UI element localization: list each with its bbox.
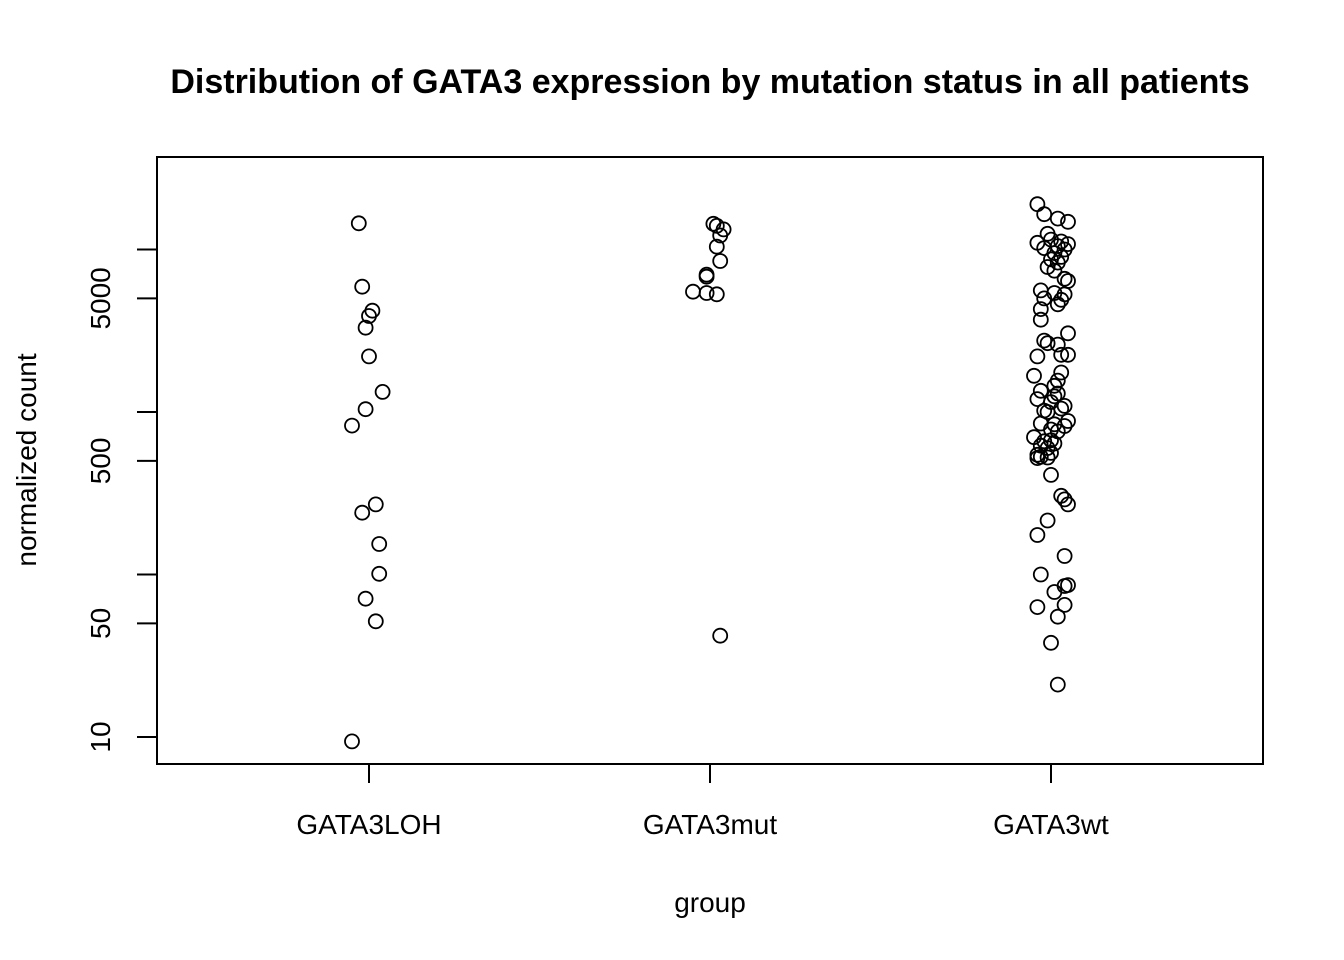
point-GATA3mut-8: [685, 283, 701, 300]
point-GATA3wt-64: [1029, 450, 1046, 467]
point-GATA3wt-17: [1046, 262, 1063, 279]
point-GATA3wt-76: [1056, 597, 1073, 613]
point-GATA3wt-28: [1060, 325, 1076, 342]
point-GATA3wt-25: [1049, 296, 1066, 313]
point-GATA3wt-44: [1056, 397, 1073, 414]
point-GATA3wt-75: [1046, 584, 1063, 600]
point-GATA3wt-20: [1032, 282, 1049, 299]
point-GATA3LOH-0: [350, 215, 367, 232]
x-axis: GATA3LOH GATA3mut GATA3wt: [296, 764, 1109, 840]
point-GATA3wt-71: [1056, 548, 1073, 564]
point-GATA3wt-26: [1032, 301, 1049, 318]
point-GATA3wt-69: [1039, 512, 1056, 529]
point-GATA3mut-4: [708, 238, 725, 255]
point-GATA3mut-3: [712, 227, 729, 244]
point-GATA3LOH-11: [371, 536, 388, 552]
point-GATA3LOH-8: [344, 417, 360, 434]
point-GATA3wt-63: [1039, 449, 1056, 466]
y-tick-label-5000: 5000: [85, 267, 116, 329]
point-GATA3wt-68: [1060, 496, 1076, 513]
chart-title: Distribution of GATA3 expression by muta…: [170, 63, 1249, 101]
point-GATA3LOH-1: [354, 278, 371, 295]
point-GATA3mut-5: [712, 253, 729, 269]
x-tick-label-GATA3mut: GATA3mut: [643, 809, 778, 840]
x-axis-label: group: [674, 887, 746, 918]
point-GATA3wt-70: [1029, 527, 1046, 543]
point-GATA3wt-1: [1036, 206, 1053, 223]
point-GATA3LOH-4: [357, 319, 374, 336]
point-GATA3LOH-3: [361, 308, 377, 324]
point-GATA3LOH-7: [357, 401, 374, 418]
point-GATA3LOH-15: [344, 733, 360, 750]
point-GATA3mut-9: [698, 285, 715, 301]
point-GATA3wt-65: [1043, 466, 1059, 483]
point-GATA3wt-80: [1049, 676, 1066, 693]
point-GATA3wt-30: [1039, 335, 1056, 352]
point-GATA3wt-32: [1053, 346, 1070, 363]
point-GATA3wt-15: [1049, 254, 1066, 271]
point-GATA3wt-10: [1036, 240, 1053, 257]
point-GATA3LOH-5: [361, 348, 377, 365]
point-GATA3wt-3: [1060, 213, 1076, 230]
point-GATA3LOH-10: [354, 504, 371, 521]
y-axis: 10 50 500 5000: [85, 248, 158, 753]
point-GATA3LOH-6: [374, 383, 391, 400]
point-GATA3wt-79: [1043, 634, 1059, 651]
point-GATA3wt-24: [1053, 291, 1070, 308]
point-GATA3wt-2: [1049, 210, 1066, 227]
point-GATA3mut-10: [708, 286, 725, 303]
point-GATA3wt-78: [1049, 608, 1066, 625]
point-GATA3wt-49: [1032, 415, 1049, 432]
x-tick-label-GATA3LOH: GATA3LOH: [296, 809, 441, 840]
point-GATA3wt-33: [1029, 348, 1046, 365]
y-tick-label-50: 50: [85, 608, 116, 639]
point-GATA3wt-38: [1046, 377, 1063, 394]
point-GATA3wt-27: [1032, 311, 1049, 328]
point-GATA3LOH-9: [367, 496, 384, 513]
point-GATA3wt-18: [1056, 270, 1073, 287]
point-GATA3wt-67: [1056, 491, 1073, 508]
point-GATA3mut-7: [698, 268, 715, 285]
point-GATA3wt-11: [1056, 241, 1073, 258]
data-points: [344, 196, 1076, 750]
point-GATA3LOH-14: [367, 613, 384, 630]
point-GATA3LOH-13: [357, 590, 374, 607]
point-GATA3wt-23: [1036, 290, 1053, 307]
x-tick-label-GATA3wt: GATA3wt: [993, 809, 1109, 840]
point-GATA3mut-11: [712, 627, 729, 644]
point-GATA3wt-6: [1053, 233, 1070, 250]
point-GATA3wt-34: [1060, 346, 1076, 363]
point-GATA3wt-36: [1026, 367, 1042, 384]
point-GATA3wt-77: [1029, 599, 1046, 615]
point-GATA3wt-31: [1049, 336, 1066, 353]
point-GATA3LOH-12: [371, 565, 388, 582]
point-GATA3wt-39: [1032, 382, 1049, 399]
point-GATA3wt-35: [1053, 364, 1070, 381]
point-GATA3wt-72: [1032, 566, 1049, 583]
y-axis-label: normalized count: [11, 353, 42, 566]
y-tick-label-500: 500: [85, 438, 116, 485]
y-tick-label-10: 10: [85, 721, 116, 752]
point-GATA3wt-0: [1029, 196, 1046, 213]
point-GATA3wt-47: [1039, 404, 1056, 420]
